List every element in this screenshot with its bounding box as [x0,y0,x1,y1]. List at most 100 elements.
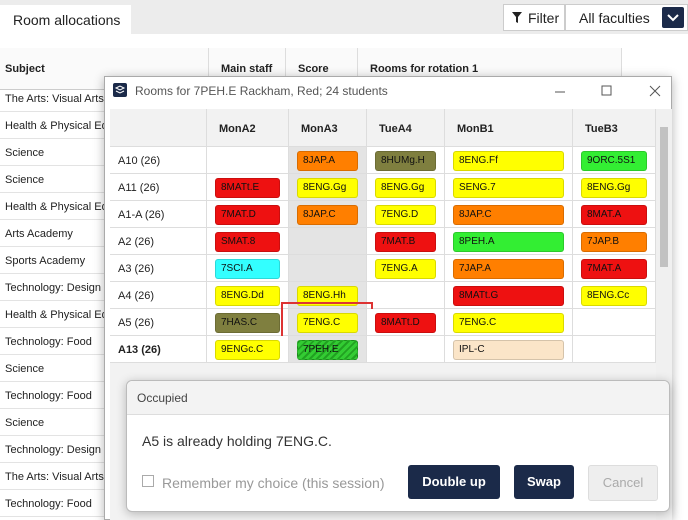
faculty-label: All faculties [579,10,650,26]
class-chip[interactable]: 7PEH.E [297,340,358,360]
slot-cell: 8MAT.A [573,201,656,228]
room-label: A4 (26) [110,282,207,309]
filter-icon [512,12,522,23]
class-chip[interactable]: SENG.7 [453,178,564,198]
slot-cell: 8ENG.Cc [573,282,656,309]
slot-cell [289,255,367,282]
room-label: A2 (26) [110,228,207,255]
slot-cell [367,282,445,309]
period-header: MonA3 [289,109,367,147]
dialog-title: Rooms for 7PEH.E Rackham, Red; 24 studen… [135,84,388,98]
double-up-button[interactable]: Double up [408,465,500,499]
class-chip[interactable]: 7SCI.A [215,259,280,279]
class-chip[interactable]: 8ENG.Gg [375,178,436,198]
window-controls[interactable] [545,81,665,101]
room-label: A5 (26) [110,309,207,336]
slot-cell: 8PEH.A [445,228,573,255]
slot-cell: 9ENGc.C [207,336,289,363]
modal-message: A5 is already holding 7ENG.C. [142,433,332,449]
class-chip[interactable]: 7MAT.A [581,259,647,279]
slot-cell: 7JAP.A [445,255,573,282]
slot-cell: 8ENG.Gg [289,174,367,201]
period-header: TueB3 [573,109,656,147]
class-chip[interactable]: 7ENG.C [297,313,358,333]
slot-cell [207,147,289,174]
filter-label: Filter [528,10,560,26]
class-chip[interactable]: 7JAP.B [581,232,647,252]
class-chip[interactable]: 8MATt.G [453,286,564,306]
class-chip[interactable]: SMAT.8 [215,232,280,252]
class-chip[interactable]: 8JAP.C [453,205,564,225]
slot-cell: 7ENG.D [367,201,445,228]
class-chip[interactable]: 8MAT.A [581,205,647,225]
class-chip[interactable]: 7ENG.C [453,313,564,333]
slot-cell: 7ENG.A [367,255,445,282]
slot-cell: 8JAP.C [289,201,367,228]
period-header: MonA2 [207,109,289,147]
class-chip[interactable]: 9ENGc.C [215,340,280,360]
room-label: A11 (26) [110,174,207,201]
class-chip[interactable]: 8MATt.E [215,178,280,198]
slot-cell [289,228,367,255]
dropdown-arrow [662,7,684,28]
slot-cell: 7MAT.D [207,201,289,228]
period-header: MonB1 [445,109,573,147]
class-chip[interactable]: 8ENG.Ff [453,151,564,171]
slot-cell: 7ENG.C [289,309,367,336]
room-label: A10 (26) [110,147,207,174]
app-icon [113,83,127,97]
class-chip[interactable]: 8ENG.Gg [297,178,358,198]
slot-cell: 7MAT.A [573,255,656,282]
slot-cell: 8JAP.A [289,147,367,174]
slot-cell: 7SCI.A [207,255,289,282]
filter-button[interactable]: Filter [503,4,565,31]
room-label: A3 (26) [110,255,207,282]
class-chip[interactable]: 8HUMg.H [375,151,436,171]
room-label: A13 (26) [110,336,207,363]
slot-cell: 8JAP.C [445,201,573,228]
modal: Occupied A5 is already holding 7ENG.C. R… [126,380,670,512]
swap-button[interactable]: Swap [514,465,574,499]
class-chip[interactable]: 7ENG.A [375,259,436,279]
slot-cell: 8MATt.D [367,309,445,336]
slot-cell: 7ENG.C [445,309,573,336]
class-chip[interactable]: 8MATt.D [375,313,436,333]
period-header: TueA4 [367,109,445,147]
slot-cell: 8ENG.Hh [289,282,367,309]
class-chip[interactable]: IPL-C [453,340,564,360]
cancel-button[interactable]: Cancel [588,465,658,501]
slot-cell [573,336,656,363]
checkbox[interactable] [142,475,154,487]
slot-cell: 8ENG.Gg [573,174,656,201]
slot-cell: 8MATt.E [207,174,289,201]
class-chip[interactable]: 7MAT.D [215,205,280,225]
class-chip[interactable]: 7JAP.A [453,259,564,279]
slot-cell: 8HUMg.H [367,147,445,174]
tab[interactable]: Room allocations [0,5,131,34]
checkbox-label[interactable]: Remember my choice (this session) [162,475,385,491]
class-chip[interactable]: 8PEH.A [453,232,564,252]
class-chip[interactable]: 7MAT.B [375,232,436,252]
slot-cell [573,309,656,336]
class-chip[interactable]: 7ENG.D [375,205,436,225]
class-chip[interactable]: 7HAS.C [215,313,280,333]
class-chip[interactable]: 8ENG.Dd [215,286,280,306]
faculty-dropdown[interactable]: All faculties [565,4,688,31]
class-chip[interactable]: 8ENG.Cc [581,286,647,306]
slot-cell [367,336,445,363]
scroll-thumb[interactable] [660,127,668,267]
modal-title: Occupied [127,381,669,415]
class-chip[interactable]: 9ORC.5S1 [581,151,647,171]
slot-cell: 7HAS.C [207,309,289,336]
slot-cell: 7JAP.B [573,228,656,255]
class-chip[interactable]: 8JAP.C [297,205,358,225]
slot-cell: 7PEH.E [289,336,367,363]
slot-cell: 8ENG.Gg [367,174,445,201]
slot-cell: 8ENG.Dd [207,282,289,309]
class-chip[interactable]: 8ENG.Gg [581,178,647,198]
class-chip[interactable]: 8ENG.Hh [297,286,358,306]
class-chip[interactable]: 8JAP.A [297,151,358,171]
slot-cell: 8MATt.G [445,282,573,309]
slot-cell: 8ENG.Ff [445,147,573,174]
